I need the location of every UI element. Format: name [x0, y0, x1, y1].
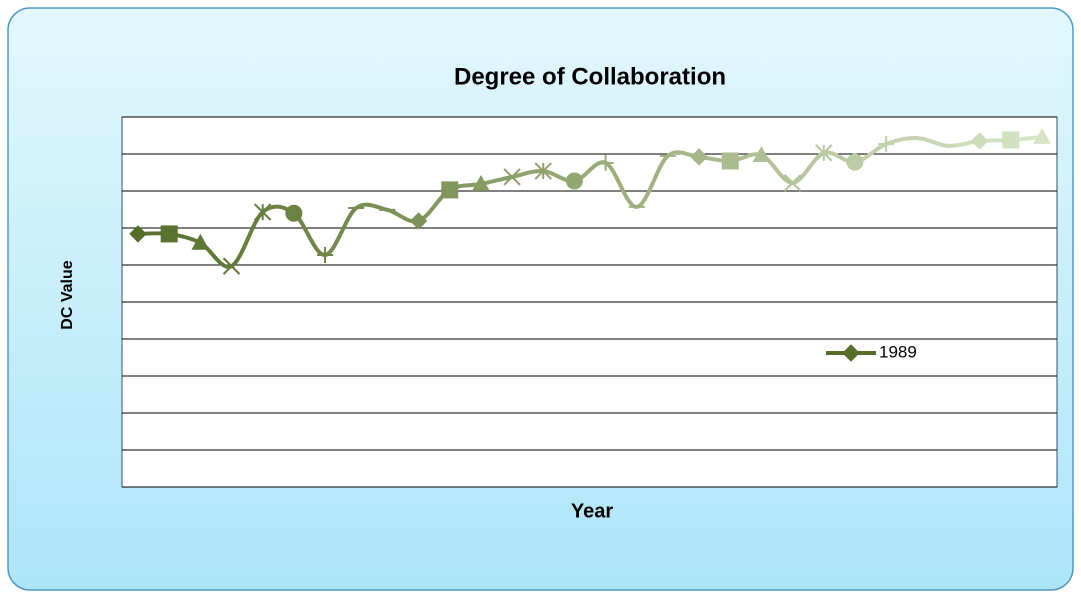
marker: [846, 153, 864, 171]
marker: [503, 168, 521, 186]
marker: [597, 154, 614, 171]
marker: [285, 204, 303, 222]
marker: [1033, 127, 1051, 144]
line-segment: [634, 153, 670, 209]
marker: [534, 162, 552, 180]
chart-title: Degree of Collaboration: [454, 63, 726, 90]
marker: [222, 257, 241, 275]
marker: [721, 152, 739, 170]
marker: [160, 225, 178, 243]
marker: [970, 132, 989, 150]
marker: [878, 136, 895, 153]
line-segment: [323, 206, 359, 258]
marker: [565, 172, 583, 190]
x-axis-label: Year: [571, 500, 613, 522]
marker: [191, 233, 210, 250]
marker: [815, 144, 833, 162]
marker: [129, 225, 147, 243]
marker: [1002, 131, 1020, 149]
line-segment: [510, 168, 546, 179]
marker: [690, 148, 708, 166]
y-axis-label: DC Value: [59, 260, 76, 329]
legend-label: 1989: [879, 342, 917, 361]
marker: [253, 203, 272, 221]
marker: [752, 146, 771, 163]
marker: [441, 181, 459, 199]
marker: [472, 174, 490, 191]
marker: [783, 174, 802, 192]
marker: [317, 247, 334, 264]
marker: [842, 344, 860, 362]
marker: [409, 212, 428, 230]
